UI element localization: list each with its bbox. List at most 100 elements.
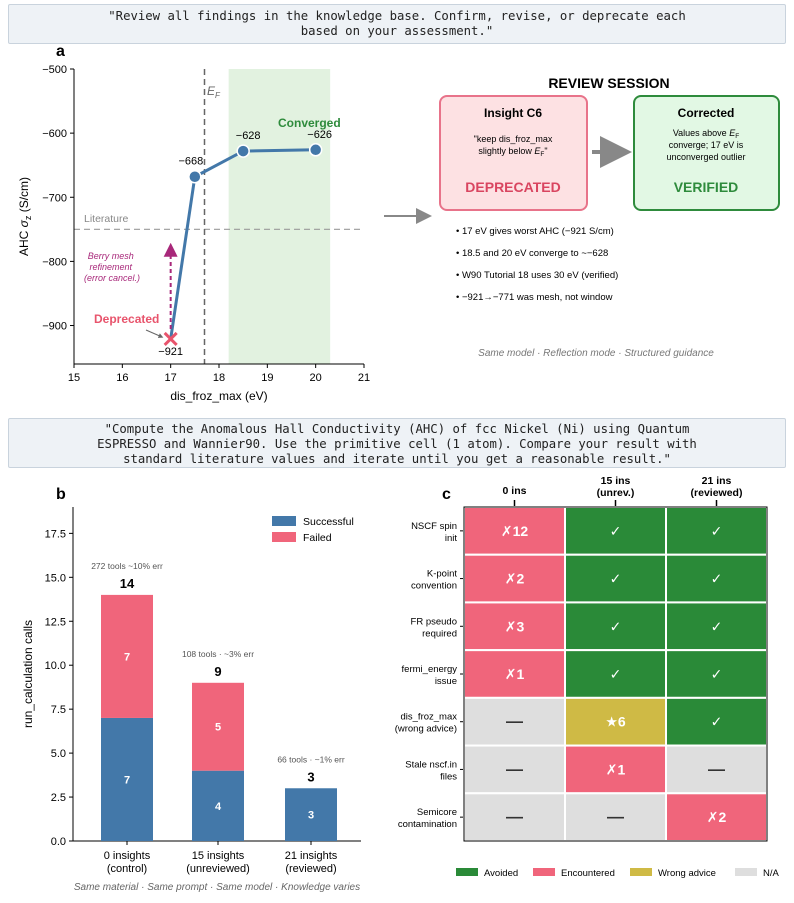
bar-value-label: 4 (215, 801, 222, 813)
bar-total-label: 14 (120, 576, 135, 591)
legend-label-failed: Failed (303, 532, 332, 544)
task-prompt-box: "Compute the Anomalous Hall Conductivity… (8, 418, 786, 468)
review-bullets: • 17 eV gives worst AHC (−921 S/cm) • 18… (456, 226, 618, 303)
panel-b-label: b (56, 486, 66, 503)
review-prompt-line-1: "Review all findings in the knowledge ba… (108, 9, 686, 23)
c-cell-value: ★6 (605, 714, 626, 730)
legend-swatch-failed (272, 532, 296, 542)
c-row-label-sub: contamination (398, 819, 457, 830)
c-row-label-sub: init (445, 533, 458, 544)
c-row-label-sub: required (422, 628, 457, 639)
b-y-tick-label: 5.0 (51, 748, 66, 760)
review-prompt-line-2: based on your assessment." (300, 24, 494, 38)
c-cell-value: ✗3 (505, 618, 525, 634)
bullet-3: • W90 Tutorial 18 uses 30 eV (verified) (456, 270, 618, 281)
c-cell-value: ✓ (711, 618, 723, 634)
b-x-tick-label-sub: (control) (107, 863, 147, 875)
c-cell (564, 506, 667, 556)
panel-c-grid: 0 ins 15 ins(unrev.) 21 ins(reviewed) NSCF … (395, 475, 768, 842)
a-x-tick-label: 17 (165, 372, 177, 384)
ahc-point (308, 143, 323, 157)
review-footer: Same model · Reflection mode · Structure… (478, 348, 714, 359)
c-cell-value: ✗2 (707, 809, 727, 825)
c-cell-value: ✓ (711, 571, 723, 587)
ahc-point-deprecated (163, 331, 178, 347)
bar-tool-note: 108 tools · ~3% err (182, 649, 254, 659)
deprecated-label: Deprecated (94, 312, 159, 326)
c-legend-label: Encountered (561, 868, 615, 879)
bar-total-label: 3 (307, 769, 314, 784)
c-legend-label: N/A (763, 868, 780, 879)
b-y-tick-label: 15.0 (45, 572, 66, 584)
a-y-axis-label: AHC σz (S/cm) (17, 177, 33, 256)
insight-quote-line-1: "keep dis_froz_max (474, 134, 553, 144)
corrected-line-3: unconverged outlier (666, 152, 745, 162)
c-cell-value: — (506, 712, 523, 731)
bar-failed (101, 594, 153, 718)
b-y-tick-label: 2.5 (51, 792, 66, 804)
c-row-label-sub: issue (435, 676, 457, 687)
ahc-series-line (169, 148, 316, 340)
review-session: REVIEW SESSION Insight C6 "keep dis_froz… (384, 75, 780, 359)
panel-b-footer: Same material · Same prompt · Same model… (74, 882, 360, 893)
insight-title: Insight C6 (484, 106, 542, 120)
converged-band (228, 69, 331, 364)
a-x-tick-label: 18 (213, 372, 225, 384)
a-x-tick-label: 20 (310, 372, 322, 384)
c-row-label-sub: (wrong advice) (395, 724, 457, 735)
ahc-points: −921 −668 −628 −626 (158, 129, 332, 358)
a-x-axis-label: dis_froz_max (eV) (170, 389, 267, 403)
a-y-tick-label: −500 (42, 64, 67, 76)
c-cell (665, 553, 768, 604)
insight-quote-line-2: slightly below EF" (478, 146, 547, 158)
b-y-axis-label: run_calculation calls (21, 620, 35, 728)
c-cell-value: ✓ (610, 618, 622, 634)
c-cell-value: — (506, 807, 523, 826)
ahc-point-label: −668 (178, 156, 203, 168)
bullet-2: • 18.5 and 20 eV converge to ~−628 (456, 248, 608, 259)
fermi-level-label: EF (207, 84, 221, 100)
ahc-point-label: −628 (236, 130, 261, 142)
bar-value-label: 7 (124, 651, 130, 663)
a-x-tick-label: 21 (358, 372, 370, 384)
bar-tool-note: 66 tools · ~1% err (277, 754, 344, 764)
a-y-tick-label: −800 (42, 256, 67, 268)
c-cell-value: ✓ (711, 714, 723, 730)
c-col-header: 0 ins (503, 485, 527, 497)
panel-b-bars: 7 7 14 272 tools ~10% err 0 insights(control… (91, 561, 345, 875)
c-cell-value: ✗12 (501, 523, 529, 539)
refinement-annotation: Berry mesh refinement (error cancel.) (84, 251, 140, 283)
ahc-point-label: −626 (307, 129, 332, 141)
corrected-line-1: Values above EF (673, 128, 739, 140)
panel-c-label: c (442, 486, 451, 503)
converged-label: Converged (278, 116, 341, 130)
corrected-line-2: converge; 17 eV is (669, 140, 744, 150)
c-cell-value: ✓ (610, 571, 622, 587)
a-x-tick-label: 19 (261, 372, 273, 384)
bullet-1: • 17 eV gives worst AHC (−921 S/cm) (456, 226, 614, 237)
bar-successful (101, 717, 153, 841)
b-y-tick-label: 12.5 (45, 616, 66, 628)
b-x-tick-label: 0 insights (104, 850, 151, 862)
task-prompt-line-3: standard literature values and iterate u… (123, 452, 671, 466)
bullet-4: • −921→−771 was mesh, not window (456, 292, 613, 303)
c-col-header: 21 ins (702, 475, 732, 487)
a-y-tick-label: −900 (42, 321, 67, 333)
panel-c: c 0 ins 15 ins(unrev.) 21 ins(reviewed) NSC… (395, 475, 780, 879)
panel-a-axes: −900 −800 −700 −600 −500 15 16 17 18 19 20 21 dis_fr… (17, 64, 370, 403)
bar-failed (192, 682, 244, 771)
c-legend-swatch (735, 868, 757, 876)
review-title: REVIEW SESSION (548, 75, 669, 91)
c-row-label-sub: files (440, 771, 457, 782)
panel-a-label: a (56, 43, 65, 60)
b-y-tick-label: 10.0 (45, 660, 66, 672)
deprecated-pointer (145, 329, 164, 338)
c-row-label: Stale nscf.in (405, 759, 457, 770)
b-y-tick-label: 17.5 (45, 528, 66, 540)
c-legend-swatch (630, 868, 652, 876)
corrected-title: Corrected (678, 106, 735, 120)
literature-label: Literature (84, 213, 129, 225)
bar-total-label: 9 (214, 664, 221, 679)
c-legend-label: Avoided (484, 868, 518, 879)
